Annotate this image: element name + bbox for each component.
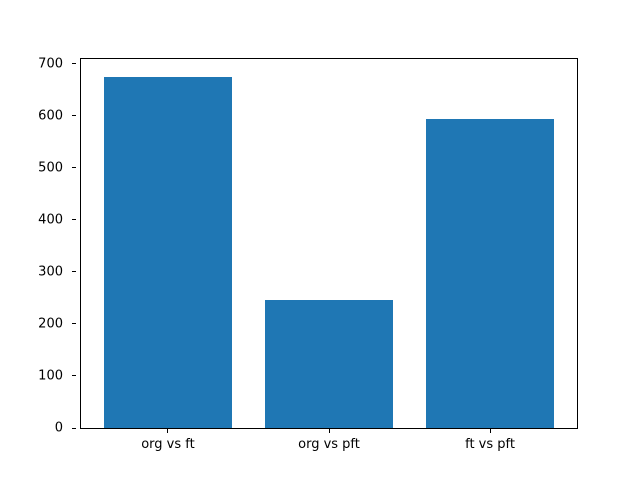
y-tick-label: 200 <box>38 316 63 332</box>
y-tick-mark <box>72 167 76 169</box>
y-tick-mark <box>72 219 76 221</box>
x-tick-mark <box>328 429 330 433</box>
y-tick-mark <box>72 63 76 65</box>
y-tick-label: 300 <box>38 264 63 280</box>
x-tick-mark <box>489 429 491 433</box>
y-tick-mark <box>72 323 76 325</box>
y-tick-mark <box>72 271 76 273</box>
x-tick-label: org vs ft <box>141 437 195 452</box>
plot-area: 0 100 200 300 400 500 600 700 org vs ft org vs pf… <box>38 57 578 451</box>
y-tick-label: 600 <box>38 108 63 124</box>
y-tick-mark <box>72 375 76 377</box>
y-tick-mark <box>72 427 76 429</box>
x-tick-label: org vs pft <box>298 437 360 452</box>
y-tick-label: 700 <box>38 56 63 72</box>
bar-org-vs-ft <box>103 76 233 428</box>
x-tick-mark <box>167 429 169 433</box>
x-tick-label: ft vs pft <box>465 437 515 452</box>
bar-ft-vs-pft <box>425 118 555 428</box>
y-tick-label: 400 <box>38 212 63 228</box>
y-tick-mark <box>72 115 76 117</box>
y-tick-label: 0 <box>54 420 63 436</box>
bar-org-vs-pft <box>264 299 394 428</box>
y-tick-label: 500 <box>38 160 63 176</box>
y-tick-label: 100 <box>38 368 63 384</box>
